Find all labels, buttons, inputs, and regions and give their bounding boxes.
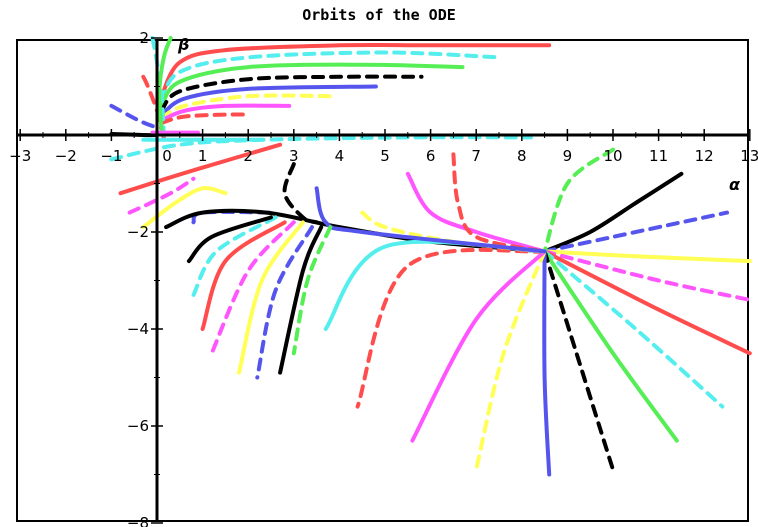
orbit-line-15 [109, 135, 533, 162]
x-tick-label: −2 [55, 147, 77, 165]
orbit-line-47 [191, 215, 278, 297]
orbit-line-22 [542, 171, 684, 254]
orbit-line-42 [291, 225, 333, 356]
orbit-line-40 [282, 162, 319, 225]
orbit-line-5 [159, 84, 378, 118]
x-tick-label: 13 [740, 147, 758, 165]
x-tick-label: 4 [335, 147, 345, 165]
orbit-line-41 [278, 225, 324, 375]
x-tick-label: 0 [162, 147, 172, 165]
y-tick-label: 2 [139, 29, 149, 47]
orbit-line-6 [159, 93, 333, 120]
orbit-line-24 [542, 249, 752, 264]
orbit-line-1 [159, 42, 552, 99]
orbit-line-33 [355, 247, 547, 409]
axes-layer: −3 −2 −1 0 1 2 3 4 5 6 7 8 9 10 11 12 132−2−4−6−8 [9, 29, 758, 527]
orbit-line-31 [474, 249, 547, 472]
x-tick-label: 3 [289, 147, 299, 165]
x-tick-label: 9 [563, 147, 573, 165]
orbit-line-25 [542, 249, 752, 302]
chart-title: Orbits of the ODE [302, 6, 456, 24]
orbit-line-18 [127, 176, 196, 215]
orbit-line-23 [542, 210, 729, 254]
x-tick-label: 1 [198, 147, 208, 165]
orbit-line-35 [405, 171, 547, 254]
orbit-line-20 [191, 209, 273, 225]
y-tick-label: −2 [127, 223, 149, 241]
y-axis-label: β [177, 35, 189, 54]
orbit-line-48 [186, 215, 273, 264]
series-layer [109, 36, 752, 477]
orbit-line-39 [314, 186, 547, 254]
orbit-line-43 [255, 225, 314, 380]
orbit-line-32 [410, 249, 547, 443]
plot-frame [16, 39, 749, 522]
x-tick-label: 8 [517, 147, 527, 165]
orbit-line-44 [237, 220, 305, 375]
orbit-line-26 [542, 249, 752, 356]
orbit-line-2 [159, 50, 501, 104]
x-tick-label: 2 [243, 147, 253, 165]
orbit-line-3 [159, 62, 465, 108]
x-tick-label: 7 [471, 147, 481, 165]
orbit-line-37 [542, 147, 615, 254]
x-tick-label: 12 [695, 147, 714, 165]
orbit-line-12 [109, 103, 159, 130]
orbit-line-45 [209, 220, 296, 356]
x-tick-label: 6 [426, 147, 436, 165]
x-axis-label: α [729, 175, 741, 194]
orbit-line-11 [157, 36, 173, 133]
x-tick-label: 5 [380, 147, 390, 165]
orbit-line-8 [159, 112, 251, 125]
orbit-line-27 [542, 249, 725, 409]
x-tick-label: 10 [603, 147, 622, 165]
orbit-line-29 [542, 249, 615, 472]
orbit-line-46 [200, 220, 287, 331]
x-tick-label: −1 [100, 147, 122, 165]
y-tick-label: −4 [127, 320, 149, 338]
x-tick-label: −3 [9, 147, 31, 165]
orbit-line-36 [451, 152, 547, 254]
orbit-line-7 [159, 103, 292, 123]
orbit-line-28 [542, 249, 679, 443]
y-tick-label: −6 [127, 417, 149, 435]
orbit-line-4 [159, 74, 424, 113]
x-tick-label: 11 [649, 147, 668, 165]
orbit-line-17 [118, 142, 283, 196]
orbit-line-30 [542, 249, 552, 477]
y-tick-label: −8 [127, 514, 149, 527]
